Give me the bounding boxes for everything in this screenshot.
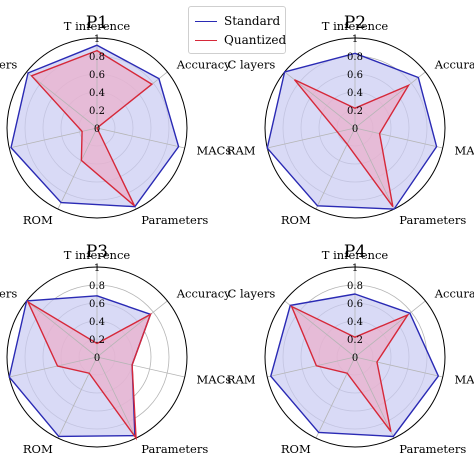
axis-label-parameters: Parameters <box>141 213 208 227</box>
r-tick-label: 0.4 <box>89 317 105 328</box>
series-line-standard <box>266 52 438 210</box>
r-tick-label: 0.8 <box>89 281 105 292</box>
spoke-parameters <box>96 356 137 439</box>
axis-label-t-inference: T inference <box>64 248 131 262</box>
axis-label-rom: ROM <box>23 442 53 456</box>
series-line-quantized <box>30 49 154 207</box>
spoke-rom <box>315 356 356 439</box>
r-tick-label: 0.6 <box>347 299 363 310</box>
spoke-rom <box>315 127 356 210</box>
axis-label-rom: ROM <box>281 442 311 456</box>
spoke-accuracy <box>354 300 426 358</box>
spoke-accuracy <box>96 300 168 358</box>
r-tick-label: 0.2 <box>347 106 363 117</box>
axis-label-t-inference: T inference <box>322 248 389 262</box>
r-tick-label: 1 <box>94 263 100 274</box>
spoke-ram <box>267 356 356 378</box>
r-tick-label: 0.2 <box>89 106 105 117</box>
axis-label-macs: MACs <box>196 144 231 158</box>
legend-item-quantized: Quantized <box>195 32 286 48</box>
spoke-c-layers <box>284 300 356 358</box>
r-tick-label: 0 <box>352 353 358 364</box>
axis-label-parameters: Parameters <box>141 442 208 456</box>
r-tick-label: 1 <box>352 263 358 274</box>
panel-title-p3: P3 <box>86 242 108 262</box>
spoke-rom <box>57 127 98 210</box>
outer-circle <box>6 266 188 448</box>
spoke-macs <box>354 127 443 149</box>
series-area-quantized <box>294 79 409 207</box>
r-tick-label: 0.2 <box>89 335 105 346</box>
axis-label-accuracy: Accuracy <box>434 286 474 300</box>
legend-label-standard: Standard <box>224 14 281 28</box>
legend-swatch-quantized <box>195 39 217 41</box>
panel-title-p2: P2 <box>344 13 366 33</box>
r-tick-label: 0.6 <box>89 70 105 81</box>
axis-label-accuracy: Accuracy <box>434 57 474 71</box>
r-tick-label: 0.6 <box>89 299 105 310</box>
axis-label-c-layers: C layers <box>228 286 276 300</box>
axis-label-rom: ROM <box>23 213 53 227</box>
legend-swatch-standard <box>195 20 217 22</box>
series-line-standard <box>269 293 440 438</box>
axis-label-t-inference: T inference <box>322 19 389 33</box>
axis-label-c-layers: C layers <box>228 57 276 71</box>
r-tick-label: 0 <box>94 124 100 135</box>
outer-circle <box>264 37 446 219</box>
r-tick-label: 0.2 <box>347 335 363 346</box>
radar-panel-p3: 0 0.2 0.4 0.6 0.8 1T inference Accuracy MACs Par… <box>0 242 231 456</box>
spoke-parameters <box>354 127 395 210</box>
series-line-quantized <box>293 79 411 208</box>
r-tick-label: 0.8 <box>89 52 105 63</box>
series-line-quantized <box>290 305 410 433</box>
r-tick-label: 0.4 <box>347 88 363 99</box>
axis-label-accuracy: Accuracy <box>176 57 231 71</box>
r-tick-label: 0 <box>352 124 358 135</box>
axis-label-parameters: Parameters <box>399 213 466 227</box>
panel-title-p1: P1 <box>86 13 108 33</box>
outer-circle <box>6 37 188 219</box>
axis-label-c-layers: C layers <box>0 286 17 300</box>
series-area-quantized <box>31 50 152 206</box>
r-tick-label: 0.4 <box>347 317 363 328</box>
series-line-quantized <box>26 300 152 441</box>
axis-label-macs: MACs <box>454 144 474 158</box>
spoke-ram <box>9 356 98 378</box>
legend-label-quantized: Quantized <box>224 33 287 47</box>
spoke-rom <box>57 356 98 439</box>
axis-label-accuracy: Accuracy <box>176 286 231 300</box>
radar-panel-p1: 0 0.2 0.4 0.6 0.8 1T inference Accuracy MACs Par… <box>0 13 231 227</box>
series-line-standard <box>10 44 180 208</box>
r-tick-label: 0 <box>94 353 100 364</box>
r-tick-label: 0.4 <box>89 88 105 99</box>
panel-title-p4: P4 <box>344 242 366 262</box>
axis-label-ram: RAM <box>227 373 256 387</box>
radar-panel-p4: 0 0.2 0.4 0.6 0.8 1T inference Accuracy MACs Par… <box>227 242 474 456</box>
r-tick-label: 1 <box>352 34 358 45</box>
r-tick-label: 0.8 <box>347 281 363 292</box>
axis-label-macs: MACs <box>196 373 231 387</box>
spoke-accuracy <box>354 71 426 129</box>
spoke-c-layers <box>26 300 98 358</box>
spoke-macs <box>96 127 185 149</box>
axis-label-t-inference: T inference <box>64 19 131 33</box>
axis-label-rom: ROM <box>281 213 311 227</box>
spoke-macs <box>96 356 185 378</box>
axis-label-c-layers: C layers <box>0 57 17 71</box>
spoke-macs <box>354 356 443 378</box>
r-tick-label: 0.6 <box>347 70 363 81</box>
spoke-ram <box>267 127 356 149</box>
axis-label-macs: MACs <box>454 373 474 387</box>
legend: Standard Quantized <box>188 6 286 54</box>
axis-label-parameters: Parameters <box>399 442 466 456</box>
outer-circle <box>264 266 446 448</box>
r-tick-label: 0.8 <box>347 52 363 63</box>
spoke-parameters <box>354 356 395 439</box>
r-tick-label: 1 <box>94 34 100 45</box>
axis-label-ram: RAM <box>227 144 256 158</box>
radar-panel-p2: 0 0.2 0.4 0.6 0.8 1T inference Accuracy MACs Par… <box>227 13 474 227</box>
legend-item-standard: Standard <box>195 13 280 29</box>
spoke-c-layers <box>26 71 98 129</box>
